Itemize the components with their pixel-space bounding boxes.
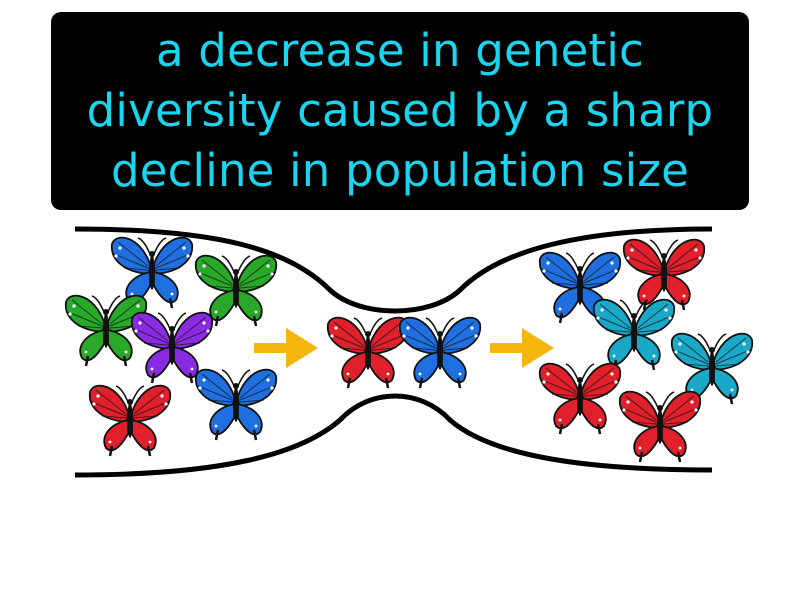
butterfly-icon xyxy=(110,236,194,310)
arrow-right-icon xyxy=(254,328,318,368)
butterfly-icon xyxy=(88,384,172,458)
original-population xyxy=(64,236,278,458)
butterfly-icon xyxy=(194,368,278,442)
butterfly-icon xyxy=(398,316,482,390)
definition-line-2: diversity caused by a sharp xyxy=(86,84,714,137)
definition-box: a decrease in genetic diversity caused b… xyxy=(51,12,749,210)
new-population xyxy=(538,238,754,464)
butterfly-icon xyxy=(592,298,676,372)
butterfly-icon xyxy=(538,362,622,436)
bottleneck-top-curve xyxy=(74,226,713,314)
butterfly-icon xyxy=(618,390,702,464)
definition-line-3: decline in population size xyxy=(110,144,690,197)
definition-line-1: a decrease in genetic xyxy=(156,24,644,77)
bottleneck-population xyxy=(326,316,482,390)
bottleneck-bottom-curve xyxy=(74,393,713,478)
arrow-right-icon xyxy=(490,328,554,368)
butterfly-icon xyxy=(326,316,410,390)
